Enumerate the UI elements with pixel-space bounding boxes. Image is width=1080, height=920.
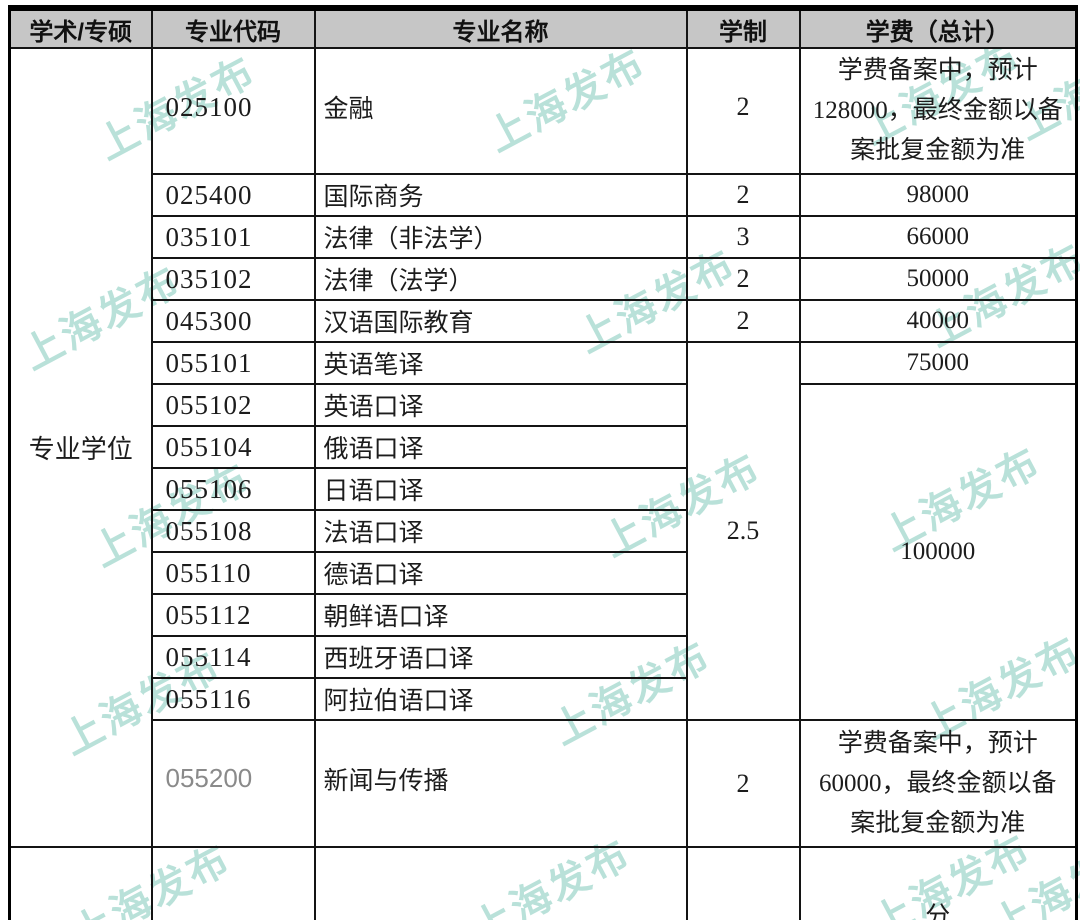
duration-cell-merged: 2.5 — [685, 341, 801, 721]
duration-cell: 3 — [685, 215, 801, 259]
table-row: 055102 英语口译 100000 — [10, 383, 1078, 721]
fee-cell: 98000 — [798, 173, 1078, 217]
name-cell: 法律（法学） — [313, 257, 688, 301]
duration-cell: 2 — [685, 257, 801, 301]
name-cell: 俄语口译 — [313, 425, 688, 469]
table-row: 055108 法语口译 — [10, 509, 1077, 553]
name-cell: 德语口译 — [313, 551, 688, 595]
fee-cell: 学费备案中，预计 60000，最终金额以备 案批复金额为准 — [798, 719, 1078, 848]
duration-cell: 2 — [685, 47, 801, 175]
code-cell: 055110 — [150, 551, 316, 595]
name-cell: 新闻与传播 — [313, 719, 688, 848]
table-row: 055116 阿拉伯语口译 — [10, 677, 1077, 721]
fee-cell: 40000 — [798, 299, 1078, 343]
table-row: 055106 日语口译 — [10, 467, 1077, 511]
table-row: 035102 法律（法学） 2 50000 — [10, 257, 1078, 301]
name-cell: 英语笔译 — [313, 341, 688, 385]
name-cell: 金融 — [313, 47, 688, 175]
code-cell: 055114 — [150, 635, 316, 679]
table-header-row: 学术/专硕 专业代码 专业名称 学制 学费（总计） — [8, 7, 1078, 49]
code-cell: 055108 — [150, 509, 316, 553]
table-row-partial: 工商管理 分 158000/178000/208000 — [8, 846, 1078, 920]
table-row: 045300 汉语国际教育 2 40000 — [10, 299, 1078, 343]
header-tuition: 学费（总计） — [798, 7, 1078, 49]
name-cell: 法律（非法学） — [313, 215, 688, 259]
code-cell: 055200 — [150, 719, 316, 848]
duration-cell: 2 — [685, 173, 801, 217]
duration-cell: 2 — [685, 299, 801, 343]
fee-cell-merged: 100000 — [798, 383, 1078, 721]
fee-cell: 50000 — [798, 257, 1078, 301]
name-cell: 阿拉伯语口译 — [313, 677, 688, 721]
name-cell: 工商管理 — [313, 846, 688, 920]
duration-cell — [685, 846, 801, 920]
table-row: 055200 新闻与传播 2 学费备案中，预计 60000，最终金额以备 案批复… — [10, 719, 1078, 848]
fee-cell: 学费备案中，预计 128000，最终金额以备 案批复金额为准 — [798, 47, 1078, 175]
table-row: 055101 英语笔译 2.5 75000 — [10, 341, 1078, 721]
header-major-name: 专业名称 — [313, 7, 688, 49]
duration-cell: 2 — [685, 719, 801, 848]
name-cell: 英语口译 — [313, 383, 688, 427]
fee-cell: 分 158000/178000/208000 — [798, 846, 1078, 920]
name-cell: 国际商务 — [313, 173, 688, 217]
table-row: 055104 俄语口译 — [10, 425, 1077, 469]
category-cell: 专业学位 — [8, 47, 153, 848]
tuition-table: 学术/专硕 专业代码 专业名称 学制 学费（总计） 专业学位 025100 金融… — [8, 5, 1078, 920]
code-cell: 055104 — [150, 425, 316, 469]
code-cell: 035101 — [150, 215, 316, 259]
code-cell: 025100 — [150, 47, 316, 175]
name-cell: 汉语国际教育 — [313, 299, 688, 343]
category-cell — [8, 846, 153, 920]
table-row: 055112 朝鲜语口译 — [10, 593, 1077, 637]
table-row: 055114 西班牙语口译 — [10, 635, 1077, 679]
table-row: 055110 德语口译 — [10, 551, 1077, 595]
table-row: 025400 国际商务 2 98000 — [10, 173, 1078, 217]
code-cell: 055102 — [150, 383, 316, 427]
name-cell: 法语口译 — [313, 509, 688, 553]
name-cell: 日语口译 — [313, 467, 688, 511]
code-cell: 045300 — [150, 299, 316, 343]
header-category: 学术/专硕 — [8, 7, 153, 49]
table-row: 035101 法律（非法学） 3 66000 — [10, 215, 1078, 259]
header-major-code: 专业代码 — [150, 7, 316, 49]
fee-cell: 66000 — [798, 215, 1078, 259]
code-cell: 025400 — [150, 173, 316, 217]
code-cell — [150, 846, 316, 920]
header-duration: 学制 — [685, 7, 801, 49]
code-cell: 055106 — [150, 467, 316, 511]
code-cell: 055112 — [150, 593, 316, 637]
name-cell: 西班牙语口译 — [313, 635, 688, 679]
code-cell: 055116 — [150, 677, 316, 721]
fee-cell: 75000 — [798, 341, 1078, 385]
code-cell: 035102 — [150, 257, 316, 301]
name-cell: 朝鲜语口译 — [313, 593, 688, 637]
code-cell: 055101 — [150, 341, 316, 385]
table-row: 专业学位 025100 金融 2 学费备案中，预计 128000，最终金额以备 … — [8, 47, 1078, 848]
